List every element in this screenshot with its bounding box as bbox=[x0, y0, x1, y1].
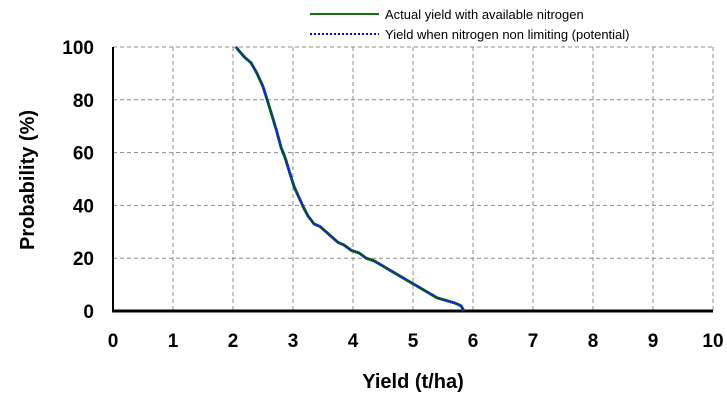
y-tick-label: 100 bbox=[62, 38, 94, 59]
series-line-1 bbox=[234, 46, 466, 312]
grid-lines bbox=[113, 46, 714, 311]
x-tick-label: 0 bbox=[108, 331, 119, 352]
y-tick-label: 20 bbox=[73, 249, 94, 270]
y-tick-label: 0 bbox=[83, 302, 94, 323]
legend-label-2: Yield when nitrogen non limiting (potent… bbox=[385, 27, 630, 42]
x-tick-label: 8 bbox=[588, 331, 599, 352]
y-tick-label: 40 bbox=[73, 196, 94, 217]
y-tick-label: 60 bbox=[73, 144, 94, 165]
x-tick-label: 5 bbox=[408, 331, 419, 352]
x-tick-label: 6 bbox=[468, 331, 479, 352]
x-tick-label: 2 bbox=[228, 331, 239, 352]
y-tick-label: 80 bbox=[73, 91, 94, 112]
x-tick-label: 4 bbox=[348, 331, 359, 352]
x-axis-title: Yield (t/ha) bbox=[362, 371, 463, 393]
x-tick-label: 7 bbox=[528, 331, 539, 352]
y-axis-title: Probability (%) bbox=[17, 110, 39, 250]
x-tick-labels: 0 1 2 3 4 5 6 7 8 9 10 bbox=[108, 331, 724, 352]
legend: Actual yield with available nitrogen Yiel… bbox=[310, 7, 630, 42]
x-tick-label: 9 bbox=[648, 331, 659, 352]
x-tick-label: 10 bbox=[702, 331, 723, 352]
y-tick-labels: 0 20 40 60 80 100 bbox=[62, 38, 94, 323]
axes bbox=[112, 47, 713, 313]
series-lines bbox=[234, 46, 466, 312]
x-tick-label: 1 bbox=[168, 331, 179, 352]
series-line-2 bbox=[235, 46, 465, 312]
x-tick-label: 3 bbox=[288, 331, 299, 352]
legend-label-1: Actual yield with available nitrogen bbox=[385, 7, 584, 22]
